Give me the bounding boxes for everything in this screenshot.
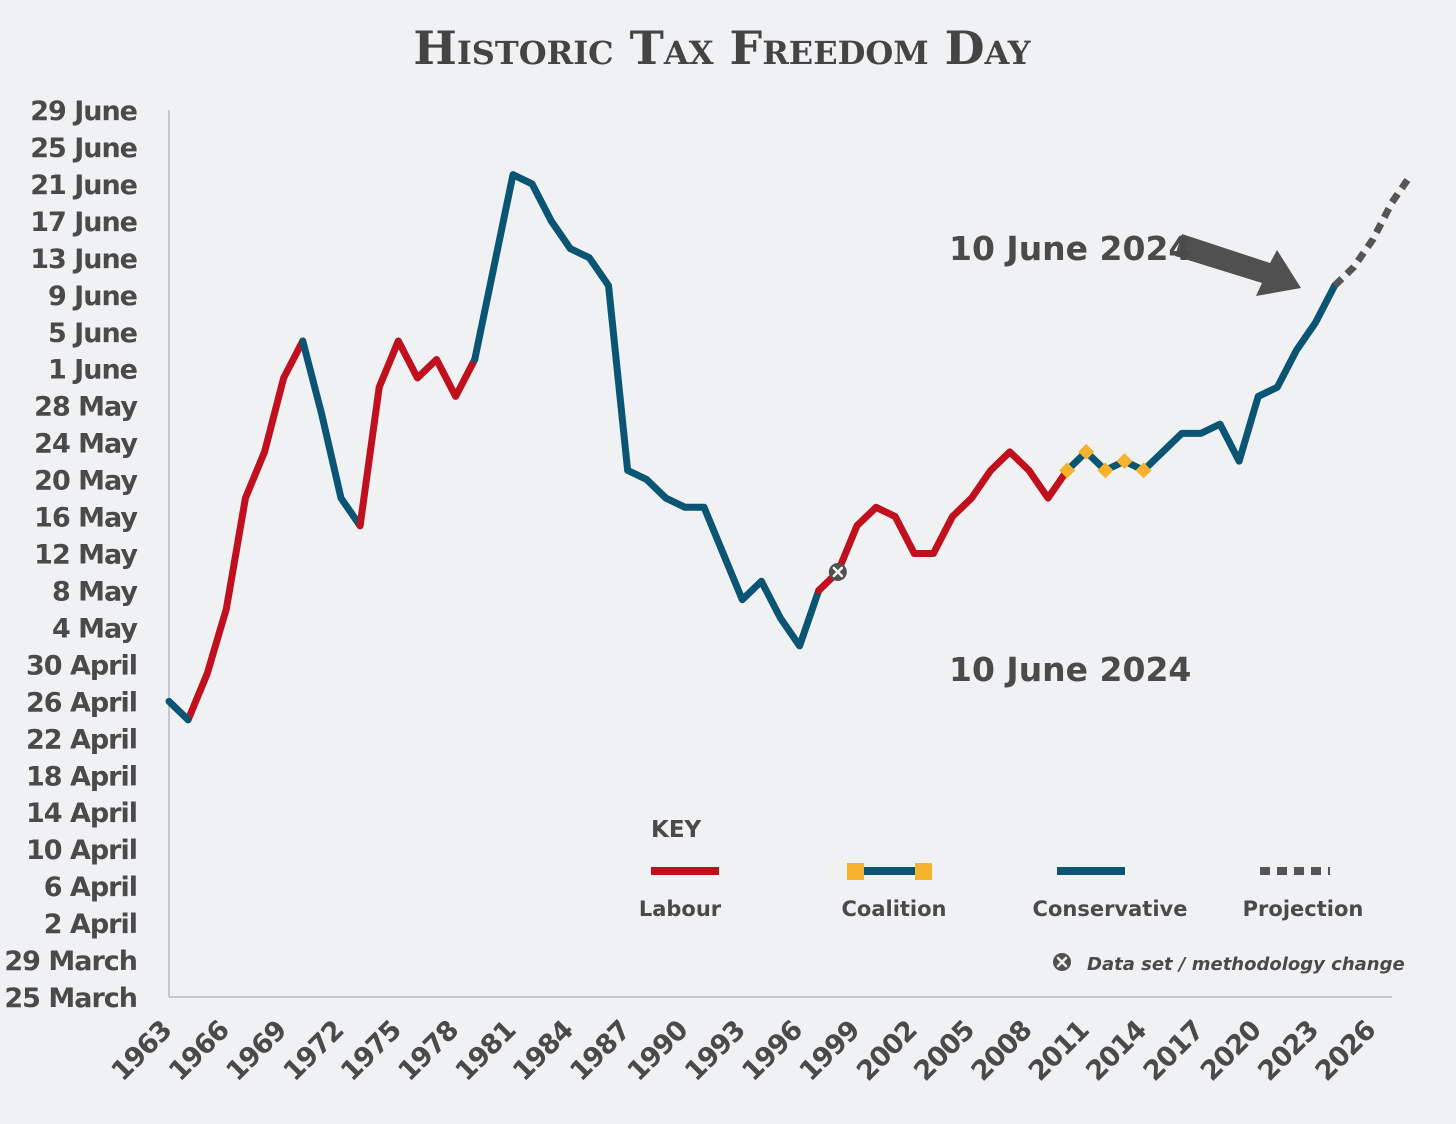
x-tick-label: 2026 [1310, 1015, 1382, 1087]
x-axis: 1963196619691972197519781981198419871990… [106, 996, 1392, 1087]
legend-label-coalition: Coalition [841, 897, 946, 921]
x-tick-label: 2005 [908, 1015, 980, 1087]
series-line-labour [356, 337, 479, 530]
y-tick-label: 1 June [48, 355, 137, 386]
x-tick-label: 1993 [679, 1015, 751, 1087]
annotation-label-bottom: 10 June 2024 [949, 650, 1191, 689]
legend-swatch-coalition-marker-right [915, 863, 932, 880]
series-markers [828, 443, 1152, 581]
y-tick-label: 30 April [26, 650, 137, 681]
y-axis: 29 June 25 June 21 June 17 June 13 June 9 Jun… [4, 96, 170, 1014]
annotation-label-top: 10 June 2024 [949, 229, 1191, 268]
coalition-marker [1097, 462, 1114, 479]
y-tick-label: 5 June [48, 318, 137, 349]
x-tick-label: 1996 [736, 1015, 808, 1087]
y-tick-label: 2 April [44, 909, 137, 940]
y-tick-label: 9 June [48, 281, 137, 312]
y-tick-label: 13 June [30, 244, 137, 275]
series-lines [165, 171, 1414, 724]
x-tick-label: 1969 [220, 1015, 292, 1087]
y-tick-label: 8 May [52, 576, 138, 607]
x-tick-label: 2014 [1080, 1015, 1152, 1087]
y-tick-label: 12 May [34, 540, 138, 571]
y-tick-label: 26 April [26, 687, 137, 718]
x-tick-label: 1981 [450, 1015, 522, 1087]
x-tick-label: 1975 [335, 1015, 407, 1087]
y-tick-label: 4 May [52, 613, 138, 644]
y-tick-label: 14 April [26, 798, 137, 829]
x-tick-label: 2023 [1252, 1015, 1324, 1087]
series-line-conservative [165, 697, 192, 724]
x-tick-label: 1966 [163, 1015, 235, 1087]
x-tick-label: 2011 [1023, 1015, 1095, 1087]
methodology-change-marker [828, 562, 847, 581]
x-tick-label: 2017 [1138, 1015, 1210, 1087]
legend: KEY Labour Coalition Conservative Projec… [639, 817, 1405, 975]
y-tick-label: 25 June [30, 133, 137, 164]
y-tick-label: 18 April [26, 761, 137, 792]
y-tick-label: 28 May [34, 392, 138, 423]
series-line-conservative [299, 337, 364, 530]
arrow-shape [1175, 234, 1301, 296]
series-line-conservative [471, 171, 823, 650]
legend-label-projection: Projection [1243, 897, 1364, 921]
x-tick-label: 1972 [278, 1015, 350, 1087]
y-tick-label: 29 June [30, 96, 137, 127]
y-tick-label: 16 May [34, 503, 138, 534]
x-tick-label: 1963 [106, 1015, 178, 1087]
y-tick-label: 10 April [26, 835, 137, 866]
y-tick-label: 25 March [4, 983, 137, 1014]
chart-title: Historic Tax Freedom Day [413, 21, 1031, 75]
x-tick-label: 1999 [794, 1015, 866, 1087]
y-tick-label: 20 May [34, 466, 138, 497]
legend-label-conservative: Conservative [1033, 897, 1188, 921]
coalition-marker [1059, 462, 1076, 479]
x-tick-label: 2002 [851, 1015, 923, 1087]
y-tick-label: 22 April [26, 724, 137, 755]
methodology-change-icon [1053, 953, 1071, 971]
y-tick-label: 24 May [34, 429, 138, 460]
x-tick-labels: 1963196619691972197519781981198419871990… [106, 1015, 1382, 1087]
x-tick-label: 1990 [622, 1015, 694, 1087]
legend-title: KEY [651, 817, 702, 843]
x-tick-label: 1987 [564, 1015, 636, 1087]
coalition-marker [1116, 453, 1133, 470]
legend-swatch-coalition-marker-left [847, 863, 864, 880]
coalition-marker [1078, 443, 1095, 460]
y-tick-label: 21 June [30, 170, 137, 201]
y-tick-labels: 29 June 25 June 21 June 17 June 13 June 9 Jun… [4, 96, 139, 1014]
y-tick-label: 29 March [4, 946, 137, 977]
series-line-projection [1332, 172, 1414, 289]
x-tick-label: 2020 [1195, 1015, 1267, 1087]
legend-label-labour: Labour [639, 897, 722, 921]
x-tick-label: 1978 [392, 1015, 464, 1087]
series-line-labour [815, 448, 1071, 594]
legend-note-methodology-change: Data set / methodology change [1087, 954, 1405, 975]
x-tick-label: 2008 [966, 1015, 1038, 1087]
annotation-arrow [1175, 234, 1301, 296]
y-tick-label: 17 June [30, 207, 137, 238]
coalition-marker [1135, 462, 1152, 479]
series-line-conservative [1140, 282, 1339, 474]
series-line-labour [184, 337, 307, 724]
x-tick-label: 1984 [507, 1015, 579, 1087]
y-tick-label: 6 April [44, 872, 137, 903]
